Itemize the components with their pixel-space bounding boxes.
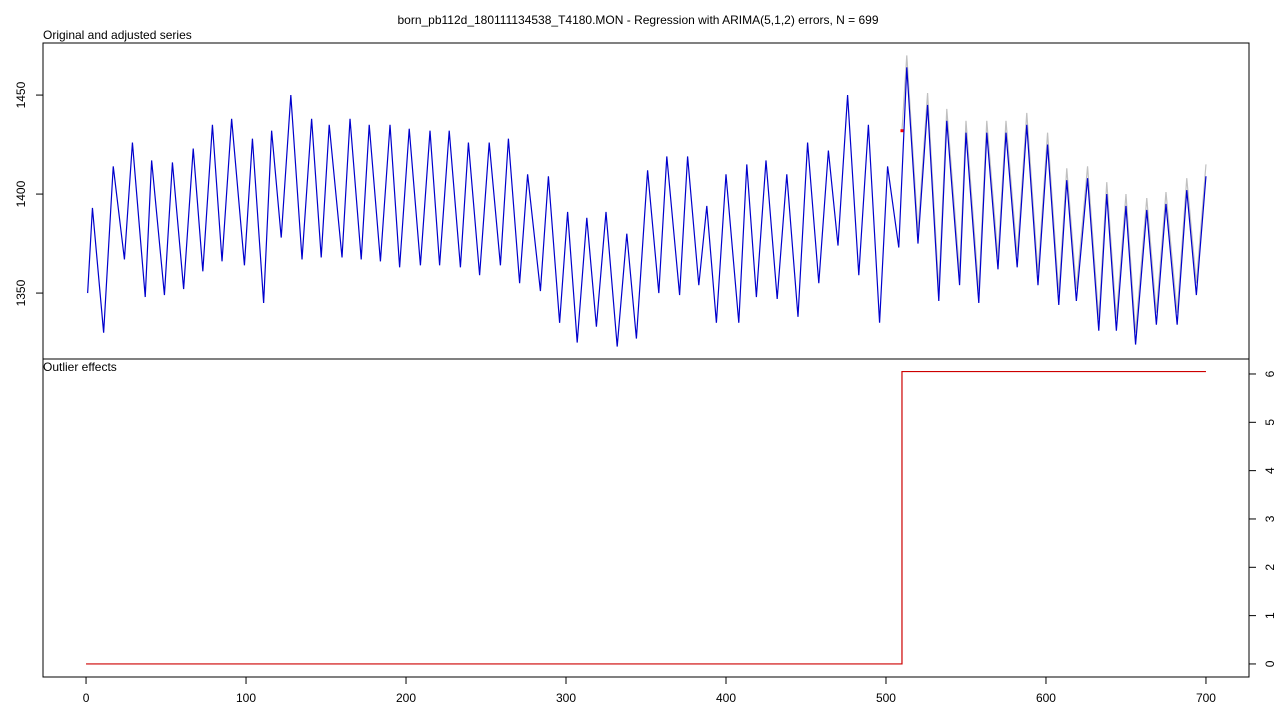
- x-tick-label: 700: [1196, 691, 1216, 705]
- y-tick-label: 6: [1263, 370, 1277, 377]
- y-tick-label: 3: [1263, 515, 1277, 522]
- y-tick-label: 1450: [14, 81, 28, 108]
- x-tick-label: 300: [556, 691, 576, 705]
- y-tick-label: 0: [1263, 660, 1277, 667]
- x-tick-label: 200: [396, 691, 416, 705]
- panel-title: Outlier effects: [43, 360, 117, 374]
- y-tick-label: 2: [1263, 564, 1277, 571]
- panel-frame: [42, 358, 1250, 678]
- y-tick-label: 4: [1263, 467, 1277, 474]
- x-tick-label: 500: [876, 691, 896, 705]
- y-tick-label: 5: [1263, 419, 1277, 426]
- panel-title: Original and adjusted series: [43, 28, 192, 42]
- series-line: [901, 55, 1207, 333]
- x-tick-label: 400: [716, 691, 736, 705]
- x-tick-label: 0: [83, 691, 90, 705]
- series-line: [86, 370, 1206, 665]
- series-line: [87, 67, 1207, 347]
- chart-title: born_pb112d_180111134538_T4180.MON - Reg…: [397, 13, 878, 27]
- y-tick-label: 1400: [14, 180, 28, 207]
- y-tick-label: 1: [1263, 612, 1277, 619]
- x-tick-label: 100: [236, 691, 256, 705]
- x-tick-label: 600: [1036, 691, 1056, 705]
- outlier-point: [900, 129, 904, 133]
- y-tick-label: 1350: [14, 279, 28, 306]
